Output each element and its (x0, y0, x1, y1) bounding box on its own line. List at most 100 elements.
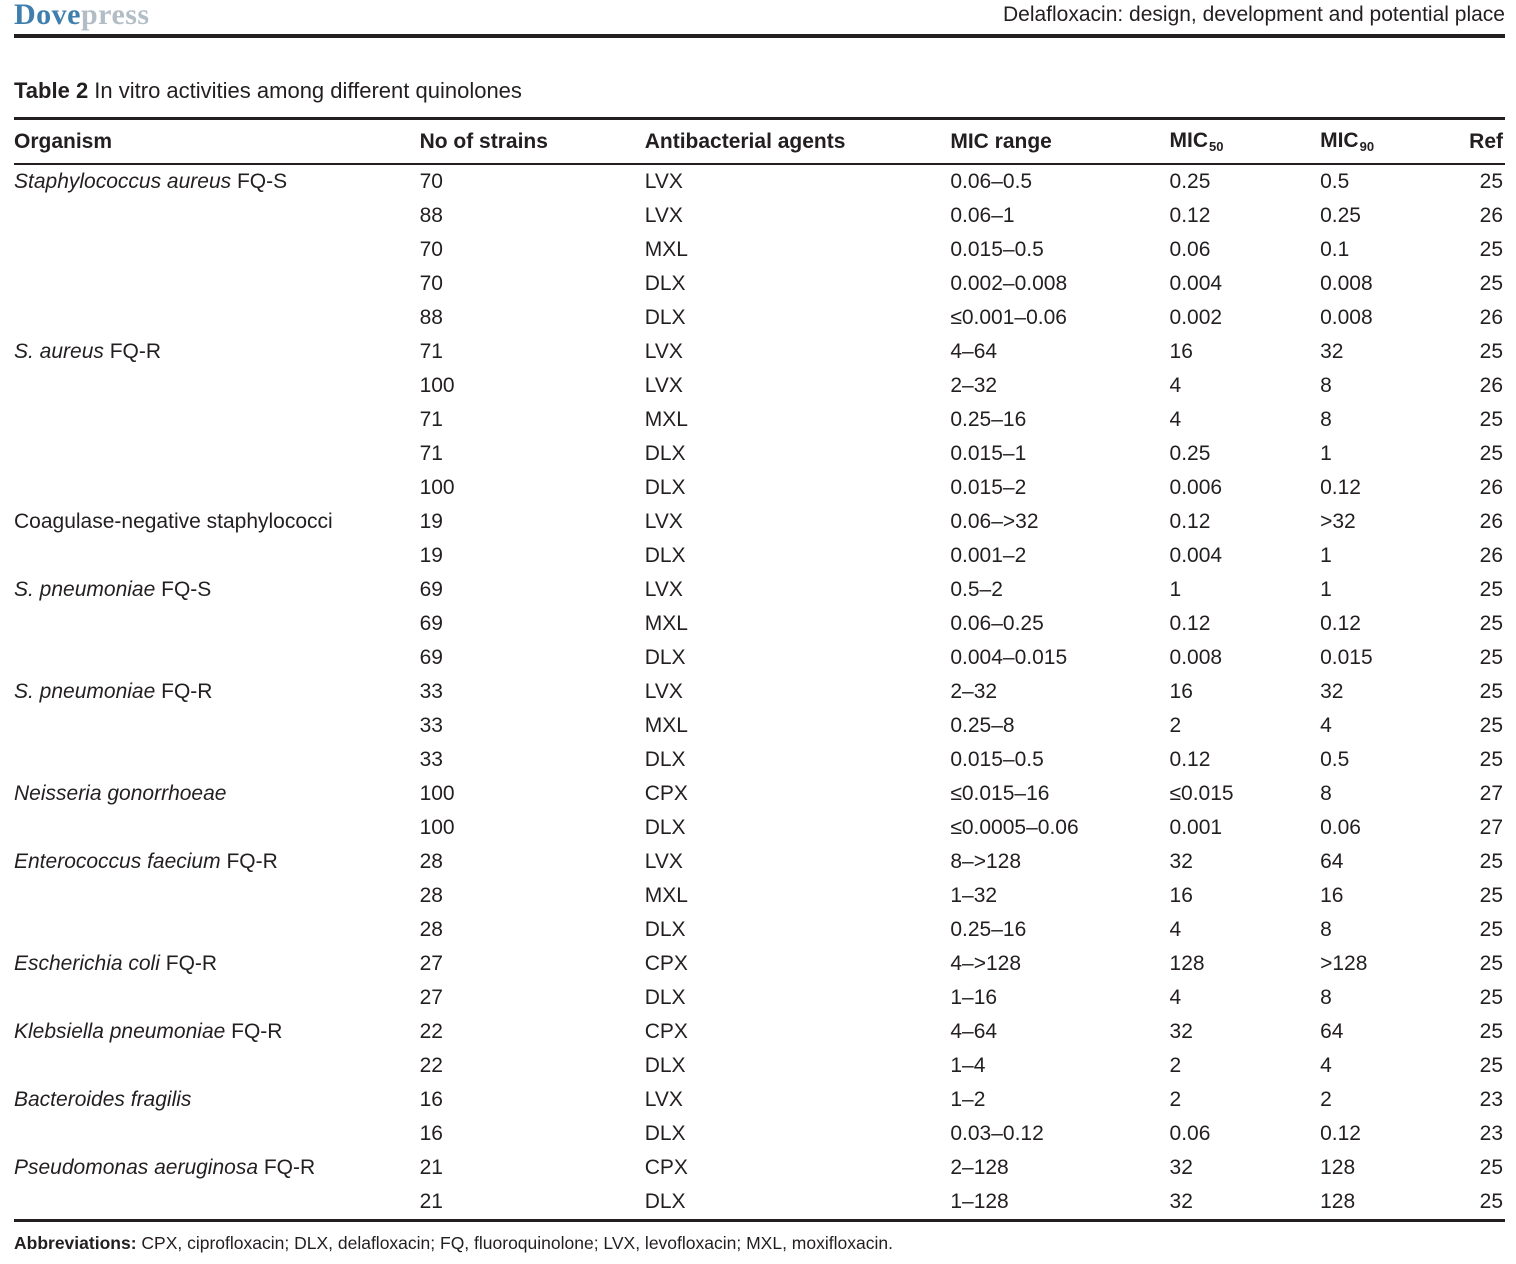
mic90-cell: 0.25 (1320, 204, 1361, 227)
logo-press-text: press (80, 0, 150, 31)
mic-range-cell: 4–64 (950, 1020, 998, 1043)
agent-cell: LVX (644, 374, 683, 397)
table-row: 69 DLX 0.004–0.015 0.008 0.015 25 (14, 641, 1505, 675)
mic90-cell: 8 (1320, 782, 1332, 805)
mic90-cell: 2 (1320, 1088, 1332, 1111)
mic90-cell: 8 (1320, 408, 1332, 431)
ref-cell: 26 (1479, 544, 1503, 567)
table-body: Staphylococcus aureus FQ-S 70 LVX 0.06–0.5 0… (14, 164, 1505, 1221)
ref-cell: 25 (1479, 1054, 1503, 1077)
ref-cell: 23 (1479, 1122, 1503, 1145)
mic50-cell: 0.12 (1169, 204, 1211, 227)
table-row: S. pneumoniae FQ-S 69 LVX 0.5–2 1 1 25 (14, 573, 1505, 607)
strains-cell: 69 (419, 578, 443, 601)
mic-range-cell: 1–2 (950, 1088, 986, 1111)
ref-cell: 27 (1479, 782, 1503, 805)
mic90-cell: 0.12 (1320, 1122, 1361, 1145)
table-row: 19 DLX 0.001–2 0.004 1 26 (14, 539, 1505, 573)
table-row: 70 MXL 0.015–0.5 0.06 0.1 25 (14, 233, 1505, 267)
mic50-cell: ≤0.015 (1169, 782, 1234, 805)
organism-cell: Enterococcus faecium FQ-R (14, 850, 278, 873)
table-row: Escherichia coli FQ-R 27 CPX 4–>128 128 >128 2… (14, 947, 1505, 981)
table-row: 70 DLX 0.002–0.008 0.004 0.008 25 (14, 267, 1505, 301)
ref-cell: 25 (1479, 340, 1503, 363)
table-row: S. aureus FQ-R 71 LVX 4–64 16 32 25 (14, 335, 1505, 369)
mic-range-cell: 0.25–8 (950, 714, 1015, 737)
column-header-mic50: MIC50 (1169, 118, 1321, 165)
mic90-cell: 8 (1320, 374, 1332, 397)
agent-cell: MXL (644, 714, 688, 737)
strains-cell: 21 (419, 1156, 443, 1179)
organism-name: S. pneumoniae (14, 578, 156, 601)
organism-cell (14, 199, 420, 233)
abbreviations-footnote: Abbreviations: CPX, ciprofloxacin; DLX, … (14, 1233, 1505, 1254)
ref-cell: 25 (1479, 578, 1503, 601)
mic-range-cell: 0.001–2 (950, 544, 1027, 567)
organism-cell (14, 1049, 420, 1083)
table-row: 100 LVX 2–32 4 8 26 (14, 369, 1505, 403)
agent-cell: DLX (644, 646, 686, 669)
ref-cell: 25 (1479, 1190, 1503, 1213)
mic90-cell: 0.008 (1320, 306, 1373, 329)
strains-cell: 33 (419, 748, 443, 771)
strains-cell: 33 (419, 714, 443, 737)
organism-cell (14, 709, 420, 743)
agent-cell: LVX (644, 680, 683, 703)
organism-cell (14, 233, 420, 267)
organism-cell: Staphylococcus aureus FQ-S (14, 170, 288, 193)
organism-name: Bacteroides fragilis (14, 1088, 192, 1111)
mic50-cell: 4 (1169, 408, 1182, 431)
ref-cell: 25 (1479, 1156, 1503, 1179)
mic90-cell: 0.008 (1320, 272, 1373, 295)
strains-cell: 19 (419, 510, 443, 533)
mic50-cell: 32 (1169, 1190, 1193, 1213)
ref-cell: 25 (1479, 272, 1503, 295)
ref-cell: 25 (1479, 748, 1503, 771)
agent-cell: DLX (644, 1054, 686, 1077)
mic50-cell: 0.25 (1169, 170, 1211, 193)
agent-cell: MXL (644, 408, 688, 431)
mic-range-cell: 0.25–16 (950, 918, 1027, 941)
column-header-organism: Organism (14, 118, 420, 165)
organism-cell (14, 471, 420, 505)
organism-cell (14, 607, 420, 641)
table-row: 71 MXL 0.25–16 4 8 25 (14, 403, 1505, 437)
mic50-cell: 0.12 (1169, 748, 1211, 771)
mic50-cell: 16 (1169, 884, 1193, 907)
column-header-mic90: MIC90 (1320, 118, 1461, 165)
mic-range-cell: 2–32 (950, 680, 998, 703)
mic-range-cell: 0.06–0.25 (950, 612, 1044, 635)
table-row: Pseudomonas aeruginosa FQ-R 21 CPX 2–128 32 1… (14, 1151, 1505, 1185)
organism-cell (14, 743, 420, 777)
agent-cell: DLX (644, 476, 686, 499)
strains-cell: 88 (419, 204, 443, 227)
mic50-cell: 2 (1169, 1088, 1182, 1111)
organism-cell (14, 1185, 420, 1221)
organism-cell: Klebsiella pneumoniae FQ-R (14, 1020, 283, 1043)
organism-cell (14, 369, 420, 403)
mic-range-cell: 0.015–1 (950, 442, 1027, 465)
mic50-cell: 0.006 (1169, 476, 1223, 499)
strains-cell: 22 (419, 1054, 443, 1077)
table-row: 69 MXL 0.06–0.25 0.12 0.12 25 (14, 607, 1505, 641)
organism-cell (14, 1117, 420, 1151)
mic90-cell: >32 (1320, 510, 1356, 533)
mic50-cell: 16 (1169, 680, 1193, 703)
table-row: Klebsiella pneumoniae FQ-R 22 CPX 4–64 32 64 2… (14, 1015, 1505, 1049)
mic50-cell: 2 (1169, 714, 1182, 737)
ref-cell: 27 (1479, 816, 1503, 839)
mic-range-cell: 0.002–0.008 (950, 272, 1068, 295)
organism-name: S. aureus (14, 340, 104, 363)
strains-cell: 71 (419, 408, 443, 431)
mic-range-cell: 0.06–1 (950, 204, 1015, 227)
table-row: Enterococcus faecium FQ-R 28 LVX 8–>128 32 64… (14, 845, 1505, 879)
organism-cell (14, 539, 420, 573)
strains-cell: 16 (419, 1122, 443, 1145)
agent-cell: CPX (644, 1156, 688, 1179)
strains-cell: 100 (419, 782, 455, 805)
column-header-strains: No of strains (419, 118, 645, 165)
mic90-cell: 8 (1320, 986, 1332, 1009)
mic-range-cell: ≤0.0005–0.06 (950, 816, 1079, 839)
agent-cell: DLX (644, 1190, 686, 1213)
